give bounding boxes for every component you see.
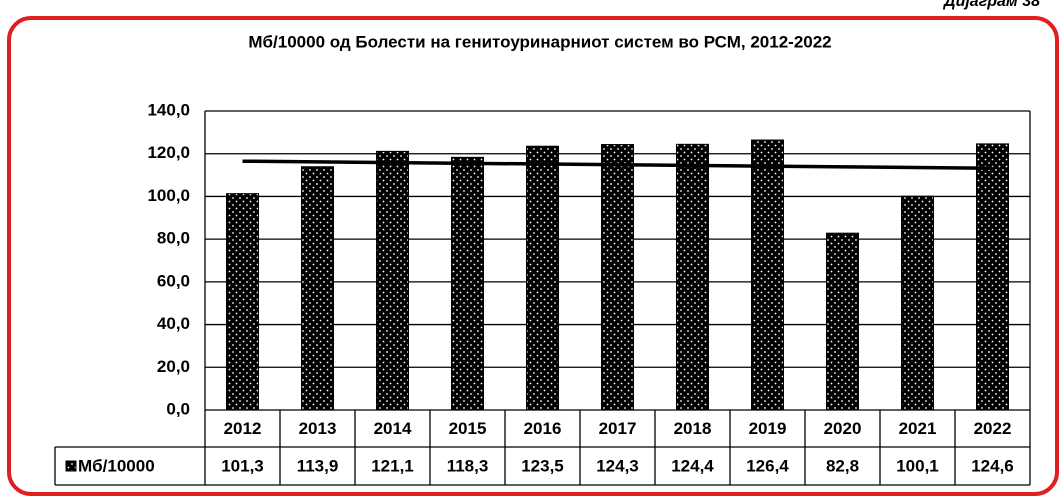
x-tick-label: 2017 [599, 419, 637, 438]
x-tick-label: 2018 [674, 419, 712, 438]
data-label: 126,4 [746, 456, 789, 475]
bar [901, 195, 934, 411]
x-tick-label: 2016 [524, 419, 562, 438]
x-tick-label: 2020 [824, 419, 862, 438]
data-label: 124,3 [596, 456, 639, 475]
x-tick-label: 2015 [449, 419, 487, 438]
bar [301, 166, 334, 411]
x-tick-label: 2012 [224, 419, 262, 438]
legend-swatch [65, 460, 77, 472]
data-label: 101,3 [221, 456, 264, 475]
data-label: 121,1 [371, 456, 414, 475]
x-tick-label: 2022 [974, 419, 1012, 438]
x-tick-label: 2014 [374, 419, 412, 438]
data-label: 118,3 [447, 456, 489, 475]
y-tick-label: 80,0 [157, 229, 190, 248]
data-label: 82,8 [826, 456, 859, 475]
bar [751, 139, 784, 411]
frame [7, 16, 1059, 496]
y-tick-label: 140,0 [147, 100, 190, 119]
y-tick-label: 60,0 [157, 271, 190, 290]
bar [376, 150, 409, 411]
bar [676, 143, 709, 411]
data-label: 124,6 [971, 456, 1014, 475]
data-label: 100,1 [896, 456, 939, 475]
y-tick-label: 100,0 [147, 186, 190, 205]
y-tick-label: 0,0 [166, 399, 190, 418]
legend-label: Мб/10000 [78, 456, 155, 475]
x-tick-label: 2013 [299, 419, 337, 438]
y-tick-label: 120,0 [147, 143, 190, 162]
bar [976, 143, 1009, 411]
x-tick-label: 2021 [899, 419, 937, 438]
x-tick-label: 2019 [749, 419, 787, 438]
bar [226, 193, 259, 411]
y-tick-label: 20,0 [157, 357, 190, 376]
data-label: 124,4 [671, 456, 714, 475]
bar [826, 232, 859, 411]
y-tick-label: 40,0 [157, 314, 190, 333]
chart-title: Мб/10000 од Болести на генитоуринарниот … [248, 32, 831, 51]
bar [526, 145, 559, 411]
data-label: 123,5 [521, 456, 564, 475]
trendline [242, 159, 993, 170]
caption: Дијаграм 38 [942, 0, 1040, 10]
bar [451, 156, 484, 411]
bar [601, 144, 634, 411]
data-label: 113,9 [297, 456, 339, 475]
